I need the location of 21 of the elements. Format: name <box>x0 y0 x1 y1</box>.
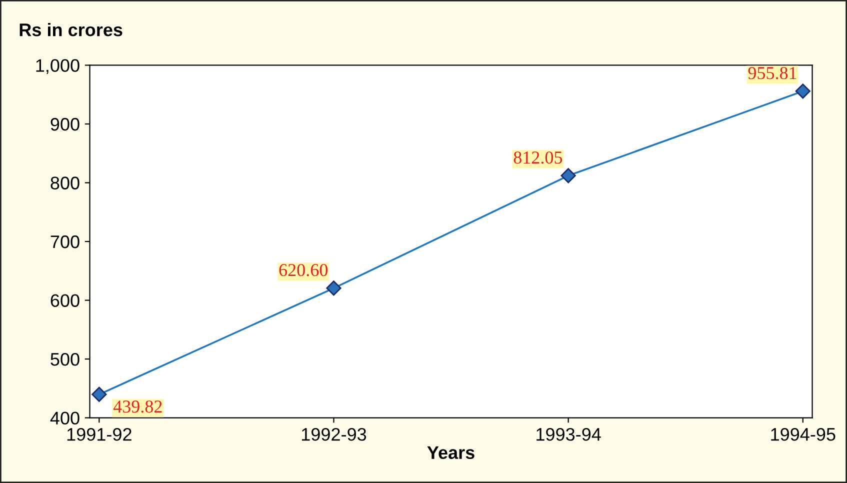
point <box>326 280 342 296</box>
x-tick-label: 1994-95 <box>771 428 836 441</box>
y-tick-label: 400 <box>50 412 80 425</box>
y-tick-label: 900 <box>50 118 80 131</box>
y-tick-label: 1,000 <box>36 59 80 74</box>
data-label: 620.60 <box>279 264 328 276</box>
point <box>92 386 107 402</box>
y-axis-title: Rs in crores <box>20 22 122 36</box>
y-tick-label: 700 <box>50 235 80 248</box>
y-tick-label: 600 <box>50 294 80 307</box>
data-label: 439.82 <box>113 400 162 413</box>
x-tick-label: 1991-92 <box>67 428 132 441</box>
x-tick-label: 1993-94 <box>536 428 601 441</box>
point <box>560 168 576 184</box>
x-axis-title: Years <box>427 446 474 459</box>
y-tick-label: 500 <box>50 352 80 366</box>
x-tick-label: 1992-93 <box>302 428 366 441</box>
data-label: 955.81 <box>748 66 796 80</box>
data-label: 812.05 <box>514 151 562 164</box>
point <box>795 84 810 99</box>
y-tick-label: 800 <box>50 176 80 190</box>
